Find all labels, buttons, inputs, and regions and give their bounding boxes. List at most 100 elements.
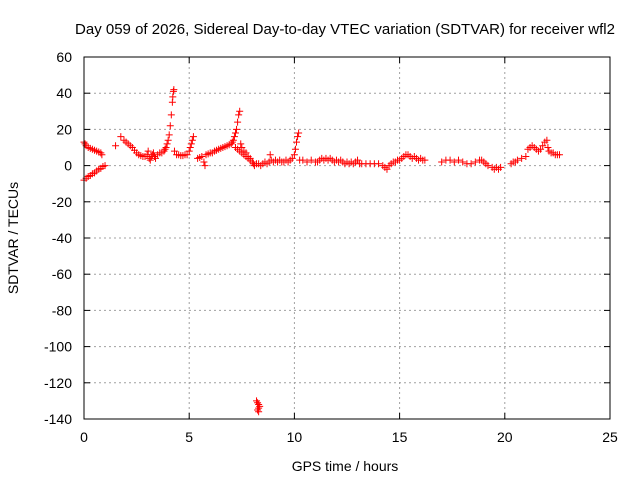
data-point [303,158,311,166]
data-point [227,140,235,148]
data-point [293,138,301,146]
data-point [539,142,547,150]
y-tick-label: -20 [52,194,72,210]
y-axis-label: SDTVAR / TECUs [5,182,21,294]
data-point [446,156,454,164]
x-axis-label: GPS time / hours [292,458,399,474]
data-point [117,133,125,141]
data-point [467,160,475,168]
data-point [288,154,296,162]
data-point [230,133,238,141]
data-point [544,144,552,151]
data-point [383,165,391,173]
data-point [160,147,168,155]
data-point [169,93,177,101]
data-point [167,111,175,119]
data-point [163,140,171,148]
data-point [537,145,545,153]
data-point [255,408,263,416]
data-point [235,111,243,119]
data-point [112,142,120,150]
data-point [231,129,239,137]
data-point [455,156,463,164]
plot-frame [83,56,611,420]
data-point [236,107,244,115]
y-tick-label: 40 [56,85,72,101]
y-tick-label: -60 [52,266,72,282]
data-point [438,158,446,166]
data-point [254,399,262,407]
chart-title: Day 059 of 2026, Sidereal Day-to-day VTE… [75,21,615,38]
data-point [150,153,158,161]
x-tick-label: 15 [392,429,408,445]
y-tick-label: 60 [56,49,72,65]
x-tick-label: 20 [497,429,513,445]
data-point [291,145,299,153]
data-point [149,149,157,157]
data-point [183,151,191,159]
data-points [80,86,564,416]
data-point [165,131,173,139]
data-point [556,151,564,159]
data-point [471,158,479,166]
data-point [81,140,89,148]
x-tick-label: 0 [80,429,88,445]
y-tick-label: -120 [44,375,72,391]
axis-ticks: 0 5 10 15 20 25 60 40 20 0 -20 -40 -60 -80 -100 -120 -14… [44,49,618,445]
data-point [189,133,197,141]
data-point [146,156,154,164]
y-tick-label: 0 [64,158,72,174]
data-point [144,147,152,155]
grid [84,57,610,419]
data-point [354,156,362,164]
data-point [543,136,551,144]
data-point [98,151,106,159]
data-point [518,154,526,162]
data-point [233,125,241,133]
data-point [229,136,237,144]
data-point [188,136,196,144]
data-point [186,144,194,151]
data-point [152,154,160,162]
data-point [253,397,261,405]
data-point [198,153,206,161]
x-tick-label: 10 [287,429,303,445]
data-point [522,153,530,161]
data-point [266,151,274,159]
data-point [513,156,521,164]
data-point [294,133,302,141]
data-point [256,402,264,410]
y-tick-label: -140 [44,411,72,427]
data-point [307,156,315,164]
data-point [170,147,178,155]
data-point [228,138,236,146]
x-tick-label: 5 [185,429,193,445]
data-point [497,163,505,171]
y-tick-label: -40 [52,230,72,246]
data-point [450,158,458,166]
data-point [459,158,467,166]
data-point [164,136,172,144]
data-point [166,122,174,130]
data-point [484,162,492,170]
data-point [162,144,170,151]
data-point [421,156,429,164]
data-point [187,140,195,148]
data-point [200,158,208,166]
data-point [295,129,303,137]
data-point [101,162,109,170]
x-tick-label: 25 [602,429,618,445]
data-point [299,156,307,164]
data-point [254,406,262,414]
data-point [201,162,209,170]
data-point [248,158,256,166]
y-tick-label: -100 [44,339,72,355]
y-tick-label: -80 [52,302,72,318]
y-tick-label: 20 [56,121,72,137]
data-point [170,86,178,94]
data-point [234,118,242,126]
data-point [185,147,193,155]
data-point [375,160,383,168]
data-point [290,151,298,159]
